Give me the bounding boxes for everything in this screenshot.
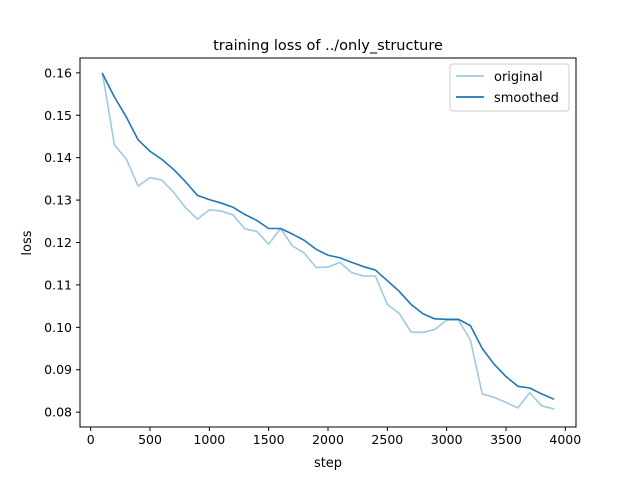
series-line-smoothed xyxy=(101,72,555,401)
legend-label-original: original xyxy=(494,70,543,85)
y-tick-label: 0.10 xyxy=(44,320,72,335)
x-tick-label: 1000 xyxy=(193,432,225,447)
x-tick-label: 3500 xyxy=(490,432,522,447)
x-tick-label: 2500 xyxy=(371,432,403,447)
y-tick-label: 0.14 xyxy=(44,150,72,165)
legend-label-smoothed: smoothed xyxy=(494,91,559,106)
legend: original smoothed xyxy=(449,63,570,112)
y-axis-label: loss xyxy=(20,230,35,255)
y-tick-label: 0.08 xyxy=(44,405,72,420)
x-tick-label: 0 xyxy=(87,432,95,447)
x-axis-label: step xyxy=(314,456,342,471)
chart-title: training loss of ../only_structure xyxy=(213,38,443,54)
y-axis: 0.08 0.09 0.10 0.11 0.12 0.13 0.14 0.15 0.16 xyxy=(44,65,80,420)
y-tick-label: 0.13 xyxy=(44,193,72,208)
series-line-original xyxy=(101,72,555,410)
y-tick-label: 0.15 xyxy=(44,108,72,123)
y-tick-label: 0.12 xyxy=(44,235,72,250)
x-tick-label: 3000 xyxy=(431,432,463,447)
x-tick-label: 1500 xyxy=(253,432,285,447)
x-tick-label: 500 xyxy=(138,432,162,447)
y-tick-label: 0.09 xyxy=(44,362,72,377)
x-tick-label: 2000 xyxy=(312,432,344,447)
y-tick-label: 0.11 xyxy=(44,277,72,292)
x-tick-label: 4000 xyxy=(549,432,581,447)
y-tick-label: 0.16 xyxy=(44,65,72,80)
x-axis: 0 500 1000 1500 2000 2500 3000 3500 4000 xyxy=(87,427,581,447)
